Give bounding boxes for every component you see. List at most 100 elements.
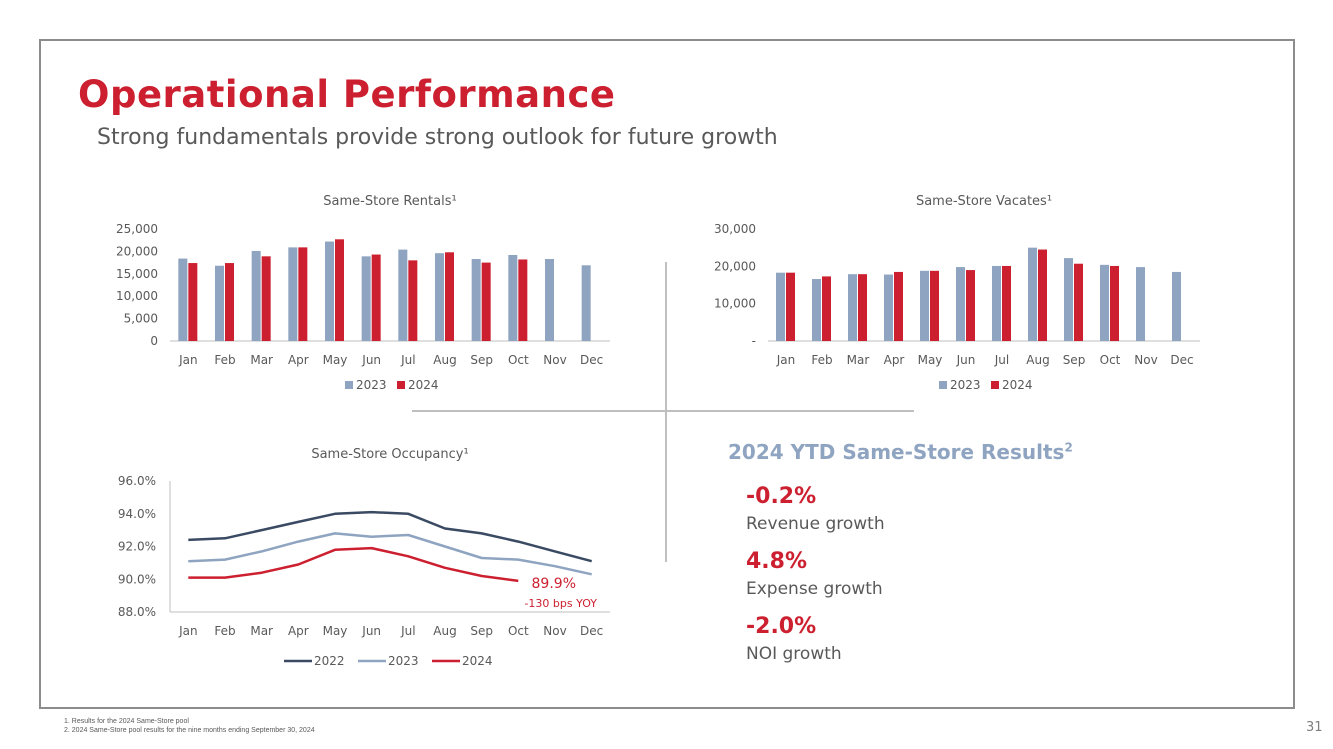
expense-growth-value: 4.8% bbox=[746, 549, 808, 574]
page-title: Operational Performance bbox=[78, 73, 616, 116]
bar-2024 bbox=[894, 271, 903, 341]
y-tick-label: 20,000 bbox=[116, 244, 158, 258]
y-tick-label: 10,000 bbox=[116, 289, 158, 303]
x-tick-label: Nov bbox=[543, 353, 566, 367]
y-tick-label: 5,000 bbox=[124, 312, 158, 326]
bar-2023 bbox=[581, 265, 591, 341]
line-2023 bbox=[188, 532, 592, 576]
bar-2024 bbox=[518, 259, 528, 341]
bar-2023 bbox=[776, 272, 785, 341]
vacates-chart: Same-Store Vacates¹ - 10,000 20,000 30,000 Ja… bbox=[714, 194, 1200, 392]
bar-2023 bbox=[1028, 247, 1037, 341]
noi-growth-label: NOI growth bbox=[746, 644, 842, 664]
bar-2024 bbox=[1110, 265, 1119, 341]
footnote-1: 1. Results for the 2024 Same-Store pool bbox=[64, 718, 189, 725]
chart-title: Same-Store Rentals¹ bbox=[323, 194, 456, 209]
bar-2024 bbox=[822, 276, 831, 341]
footnote-2: 2. 2024 Same-Store pool results for the … bbox=[64, 727, 315, 734]
legend-label: 2023 bbox=[388, 654, 419, 668]
bar-2023 bbox=[920, 270, 929, 341]
x-tick-label: Jun bbox=[361, 353, 381, 367]
x-tick-label: Mar bbox=[847, 353, 870, 367]
bar-2023 bbox=[361, 256, 371, 341]
legend-swatch-2023 bbox=[345, 381, 353, 389]
x-tick-label: May bbox=[323, 353, 348, 367]
bar-2024 bbox=[1074, 263, 1083, 341]
legend-label: 2024 bbox=[462, 654, 493, 668]
y-tick-label: 25,000 bbox=[116, 222, 158, 236]
x-tick-label: Feb bbox=[214, 353, 235, 367]
bar-2024 bbox=[188, 263, 198, 341]
slide-frame bbox=[39, 39, 1295, 709]
horizontal-divider bbox=[412, 410, 914, 412]
x-tick-label: Oct bbox=[1100, 353, 1121, 367]
bar-2024 bbox=[1038, 249, 1047, 341]
bar-2023 bbox=[178, 258, 188, 341]
bar-2023 bbox=[325, 241, 334, 341]
x-tick-label: Jul bbox=[400, 353, 415, 367]
bar-2024 bbox=[445, 252, 454, 341]
bar-2024 bbox=[858, 274, 867, 341]
bar-2023 bbox=[992, 265, 1001, 341]
x-tick-label: Nov bbox=[543, 624, 566, 638]
bar-2023 bbox=[1064, 258, 1073, 341]
bar-2023 bbox=[884, 274, 893, 341]
bar-2024 bbox=[225, 263, 234, 341]
chart-title: Same-Store Vacates¹ bbox=[916, 194, 1052, 209]
bar-2024 bbox=[786, 272, 795, 341]
x-tick-label: Aug bbox=[433, 353, 456, 367]
legend-swatch-2023 bbox=[939, 381, 947, 389]
bar-2024 bbox=[481, 262, 491, 341]
bar-2024 bbox=[1002, 265, 1011, 341]
x-tick-label: Mar bbox=[250, 353, 273, 367]
x-tick-label: Jul bbox=[400, 624, 415, 638]
x-tick-label: Aug bbox=[433, 624, 456, 638]
bar-2024 bbox=[371, 254, 381, 341]
x-tick-label: Sep bbox=[1063, 353, 1086, 367]
bar-2023 bbox=[508, 254, 518, 341]
bar-2023 bbox=[812, 279, 821, 341]
x-tick-label: Sep bbox=[470, 353, 493, 367]
x-tick-label: Dec bbox=[580, 353, 603, 367]
bar-2024 bbox=[966, 270, 975, 341]
x-tick-label: Feb bbox=[811, 353, 832, 367]
legend-label: 2023 bbox=[356, 378, 387, 392]
page-number: 31 bbox=[1306, 720, 1323, 735]
bar-2024 bbox=[335, 239, 344, 341]
y-tick-label: 94.0% bbox=[118, 507, 156, 521]
y-tick-label: 30,000 bbox=[714, 222, 756, 236]
y-tick-label: - bbox=[752, 334, 756, 348]
line-2024 bbox=[188, 546, 519, 583]
x-tick-label: May bbox=[323, 624, 348, 638]
x-tick-label: Jan bbox=[178, 624, 198, 638]
page-subtitle: Strong fundamentals provide strong outlo… bbox=[97, 125, 778, 150]
y-tick-label: 10,000 bbox=[714, 297, 756, 311]
x-tick-label: Jun bbox=[956, 353, 976, 367]
vertical-divider bbox=[665, 262, 667, 562]
bar-2023 bbox=[251, 250, 261, 341]
y-tick-label: 92.0% bbox=[118, 540, 156, 554]
x-tick-label: Oct bbox=[508, 624, 529, 638]
x-tick-label: Dec bbox=[1170, 353, 1193, 367]
legend-label: 2024 bbox=[1002, 378, 1033, 392]
revenue-growth-value: -0.2% bbox=[746, 484, 817, 509]
occupancy-chart: Same-Store Occupancy¹ 88.0% 90.0% 92.0% 94.0… bbox=[118, 447, 610, 668]
results-title: 2024 YTD Same-Store Results2 bbox=[728, 440, 1073, 464]
chart-title: Same-Store Occupancy¹ bbox=[311, 447, 468, 462]
x-tick-label: Dec bbox=[580, 624, 603, 638]
legend-label: 2022 bbox=[314, 654, 345, 668]
bar-2023 bbox=[1100, 264, 1109, 341]
x-tick-label: Mar bbox=[250, 624, 273, 638]
y-tick-label: 0 bbox=[150, 334, 158, 348]
bar-2023 bbox=[471, 259, 481, 341]
bar-2023 bbox=[956, 267, 965, 341]
occupancy-annotation-value: 89.9% bbox=[532, 576, 576, 592]
legend-swatch-2024 bbox=[991, 381, 999, 389]
x-tick-label: Jun bbox=[361, 624, 381, 638]
y-tick-label: 90.0% bbox=[118, 572, 156, 586]
y-tick-label: 20,000 bbox=[714, 259, 756, 273]
bar-2023 bbox=[1136, 267, 1145, 341]
x-tick-label: Oct bbox=[508, 353, 529, 367]
bar-2024 bbox=[408, 260, 418, 341]
x-tick-label: Jan bbox=[178, 353, 198, 367]
